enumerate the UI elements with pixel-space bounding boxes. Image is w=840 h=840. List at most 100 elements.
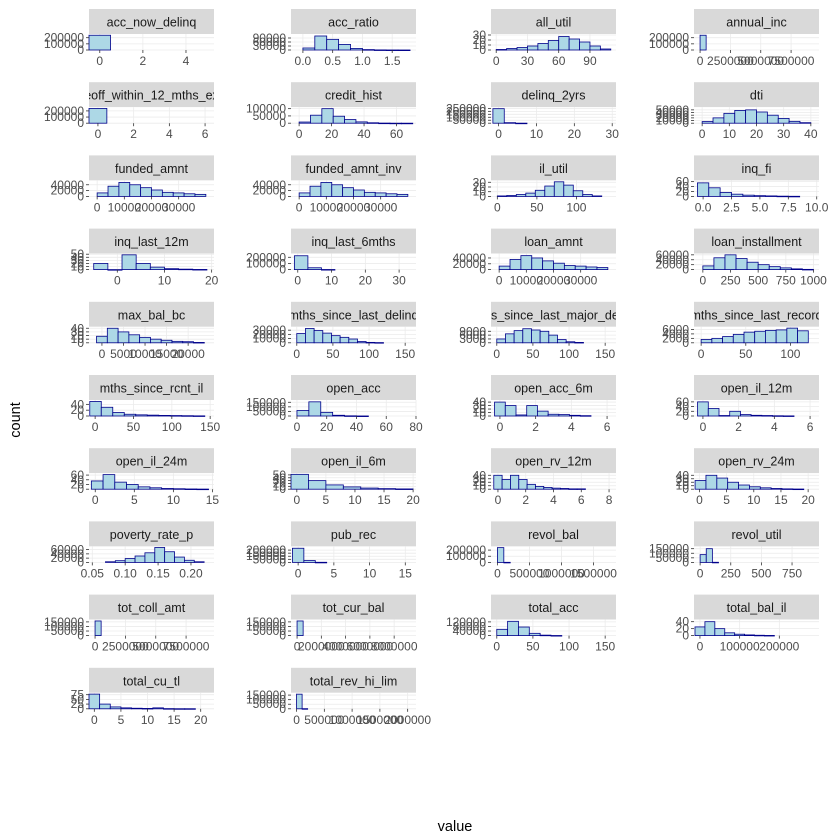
y-tick-label: 0 [479,555,486,569]
y-tick-label: 50 [71,692,85,706]
y-tick-label: 100000 [44,110,84,124]
histogram-bar [374,192,387,197]
x-tick-label: 1.5 [384,54,401,68]
histogram-bar [310,114,323,124]
histogram-bar [331,184,344,197]
x-tick-label: 1500000 [570,566,617,580]
x-tick-label: 10000 [510,274,544,288]
histogram-bar [757,264,770,270]
facet-title: mths_since_last_major_derog [470,308,637,322]
y-tick-label: 40000 [656,253,690,267]
y-tick-label: 60 [676,395,690,409]
y-tick-label: 0 [682,409,689,423]
y-tick-label: 40 [71,250,85,264]
y-tick-label: 40 [473,468,487,482]
x-tick-label: 10000 [108,200,142,214]
y-tick-label: 0 [279,555,286,569]
facet-title: delinq_2yrs [522,89,586,103]
x-tick-label: 50 [526,640,540,654]
y-tick-label: 10 [71,260,85,274]
histogram-bar [163,708,175,710]
facet-title: tot_coll_amt [118,601,186,615]
y-tick-label: 10 [273,479,287,493]
histogram-bar [112,412,125,417]
histogram-bar [548,334,558,344]
histogram-bar [537,43,549,51]
histogram-bar [496,628,509,636]
y-tick-label: 6000 [662,322,689,336]
y-tick-label: 30 [71,325,85,339]
x-tick-label: 60 [552,54,566,68]
facet-title: total_bal_il [727,601,787,615]
x-tick-label: 0.15 [146,566,170,580]
histogram-bar [374,342,384,344]
histogram-bar [547,40,560,51]
x-tick-label: 10 [363,566,377,580]
y-tick-label: 0 [479,482,486,496]
x-tick-label: 150 [395,347,415,361]
histogram-bar [799,122,812,124]
histogram-bar [697,401,709,417]
facet-strip [491,375,616,400]
x-tick-label: 8 [606,493,613,507]
histogram-bar [744,634,755,637]
histogram-bar [149,266,165,270]
x-tick-label: 10 [530,127,544,141]
y-tick-label: 0 [279,189,286,203]
y-tick-label: 200000 [44,31,84,45]
x-tick-label: 4 [771,420,778,434]
histogram-bar [574,342,584,344]
x-tick-label: 2500000 [102,640,149,654]
y-tick-label: 10 [473,406,487,420]
x-tick-label: 30000 [564,274,598,288]
y-tick-label: 0 [279,482,286,496]
histogram-bar [106,327,119,344]
histogram-bar [510,474,520,490]
histogram-bar [542,260,554,271]
x-tick-label: 7500000 [163,640,210,654]
facet-title: mths_since_last_record [690,308,822,322]
histogram-bar [740,414,752,417]
x-tick-label: 4 [183,54,190,68]
histogram-bar [313,330,324,344]
x-tick-label: 100 [780,347,800,361]
histogram-bar [96,192,109,197]
facet-title: mths_since_rcnt_il [100,382,204,396]
histogram-bar [184,488,198,490]
facet-title: revol_bal [528,528,579,542]
histogram-bar [694,626,706,637]
histogram-bar [139,336,151,344]
y-tick-label: 10000 [656,114,690,128]
facet-strip [491,82,616,108]
histogram-bar [154,547,166,563]
histogram-bar [705,548,713,563]
x-tick-label: 750 [782,566,802,580]
histogram-bar [544,185,555,197]
x-tick-label: 0 [700,420,707,434]
y-tick-label: 0 [77,482,84,496]
y-tick-label: 100000 [246,549,286,563]
y-tick-label: 20 [473,402,487,416]
y-tick-label: 0 [682,482,689,496]
histogram-bar [192,269,208,271]
histogram-bar [589,45,601,51]
x-tick-label: 0 [699,127,706,141]
histogram-bar [363,191,376,197]
x-tick-label: 15 [167,713,181,727]
y-tick-label: 0 [279,702,286,716]
x-tick-label: 0 [696,493,703,507]
histogram-bar [754,330,766,344]
facet-strip [694,155,819,181]
histogram-bar [498,265,511,271]
facet-strip [694,448,819,474]
histogram-bar [535,486,545,490]
histogram-bar [173,708,186,710]
y-tick-label: 20000 [253,184,287,198]
x-tick-label: 0 [496,274,503,288]
histogram-bar [93,263,109,271]
